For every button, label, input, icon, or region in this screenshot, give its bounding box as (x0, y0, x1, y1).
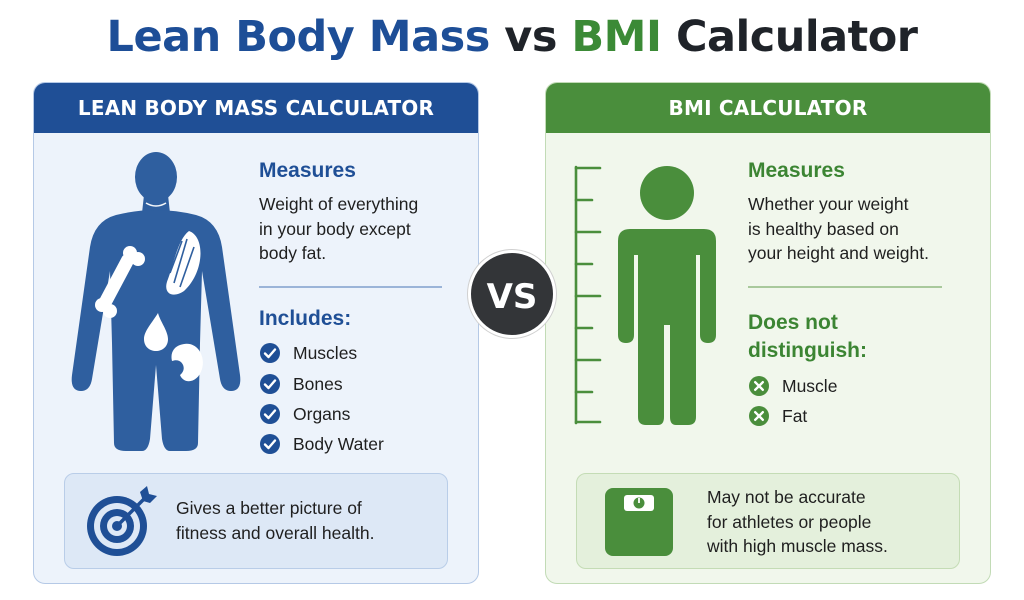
target-icon (87, 486, 157, 556)
exclude-label: Muscle (782, 375, 838, 396)
bmi-note-line-1: May not be accurate (707, 487, 866, 507)
does-not-distinguish-heading: Does not distinguish: (748, 309, 867, 365)
list-item-muscle: Muscle (748, 373, 837, 399)
distinguish-heading-line-2: distinguish: (748, 339, 867, 362)
title-part-vs: vs (504, 12, 557, 62)
note-line-2: fitness and overall health. (176, 522, 375, 543)
x-circle-icon (749, 406, 769, 426)
divider (748, 286, 942, 288)
lean-body-mass-header: LEAN BODY MASS CALCULATOR (34, 83, 478, 133)
note-line-1: Gives a better picture of (176, 498, 362, 518)
include-label: Organs (293, 403, 351, 424)
height-ruler-icon (574, 165, 602, 425)
list-item-bones: Bones (259, 371, 343, 397)
person-silhouette-icon (618, 166, 716, 425)
exclude-label: Fat (782, 405, 808, 426)
x-circle-icon (749, 376, 769, 396)
measures-line-2: in your body except (259, 218, 411, 239)
bmi-header: BMI CALCULATOR (546, 83, 990, 133)
list-item-body-water: Body Water (259, 431, 384, 457)
check-circle-icon (260, 343, 280, 363)
measures-line-3: body fat. (259, 243, 327, 263)
lean-body-mass-panel: LEAN BODY MASS CALCULATOR Measures Weigh… (33, 82, 479, 584)
bmi-note: May not be accurate for athletes or peop… (576, 473, 960, 569)
measures-description: Weight of everything in your body except… (259, 192, 418, 266)
includes-heading: Includes: (259, 307, 352, 330)
include-label: Body Water (293, 433, 384, 454)
include-label: Muscles (293, 342, 358, 363)
list-item-muscles: Muscles (259, 340, 357, 366)
list-item-organs: Organs (259, 401, 350, 427)
bmi-panel: BMI CALCULATOR Measures Whether your wei… (545, 82, 991, 584)
bmi-measures-line-1: Whether your weight (748, 194, 909, 214)
list-item-fat: Fat (748, 403, 807, 429)
bmi-measures-heading: Measures (748, 159, 845, 182)
bmi-note-line-2: for athletes or people (707, 511, 872, 532)
bmi-measures-description: Whether your weight is healthy based on … (748, 192, 929, 266)
vs-badge: VS (468, 250, 556, 338)
bathroom-scale-icon (605, 488, 673, 556)
lean-body-mass-note: Gives a better picture of fitness and ov… (64, 473, 448, 569)
bmi-measures-line-3: your height and weight. (748, 243, 929, 263)
lean-body-mass-note-text: Gives a better picture of fitness and ov… (176, 496, 374, 545)
title-part-lean-body-mass: Lean Body Mass (106, 12, 491, 62)
distinguish-heading-line-1: Does not (748, 311, 838, 334)
measures-heading: Measures (259, 159, 356, 182)
check-circle-icon (260, 434, 280, 454)
divider (259, 286, 442, 288)
include-label: Bones (293, 373, 343, 394)
check-circle-icon (260, 374, 280, 394)
measures-line-1: Weight of everything (259, 194, 419, 214)
bmi-note-text: May not be accurate for athletes or peop… (707, 485, 888, 559)
check-circle-icon (260, 404, 280, 424)
page-title: Lean Body Mass vs BMI Calculator (0, 12, 1024, 62)
title-part-calculator: Calculator (675, 12, 918, 62)
bmi-measures-line-2: is healthy based on (748, 218, 899, 239)
title-part-bmi: BMI (571, 12, 662, 62)
bmi-note-line-3: with high muscle mass. (707, 536, 888, 556)
human-body-anatomy-icon (71, 152, 241, 451)
